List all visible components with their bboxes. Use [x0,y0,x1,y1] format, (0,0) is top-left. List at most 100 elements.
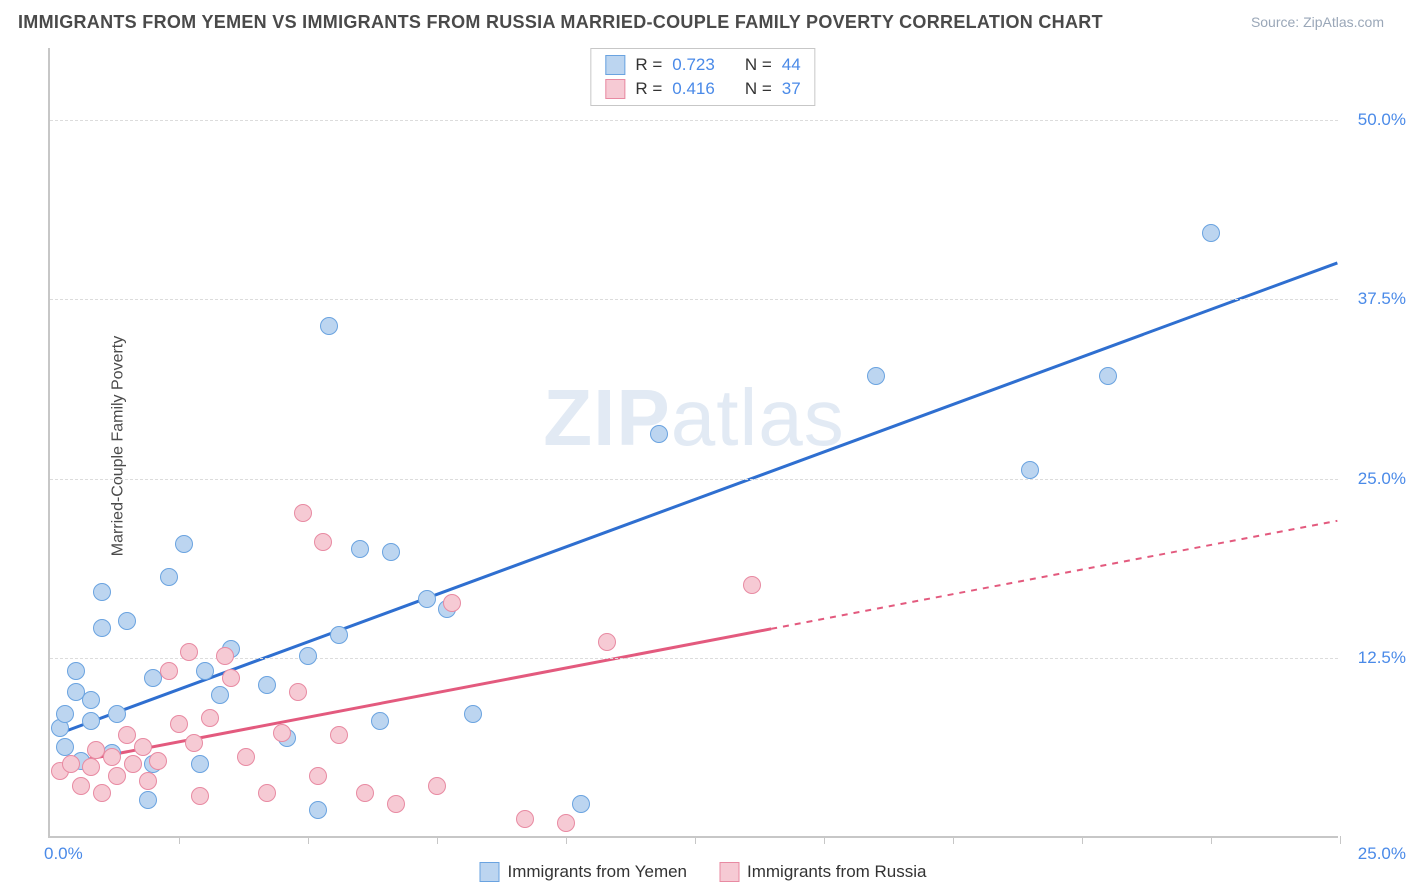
data-point-russia [289,683,307,701]
trend-lines-layer [50,48,1338,836]
legend-item-yemen: Immigrants from Yemen [480,862,688,882]
legend-label-russia: Immigrants from Russia [747,862,926,882]
data-point-yemen [382,543,400,561]
x-max-label: 25.0% [1358,844,1406,864]
r-label: R = [635,79,662,99]
data-point-yemen [139,791,157,809]
data-point-yemen [299,647,317,665]
data-point-yemen [572,795,590,813]
series-legend: Immigrants from Yemen Immigrants from Ru… [480,862,927,882]
data-point-russia [72,777,90,795]
data-point-russia [201,709,219,727]
x-origin-label: 0.0% [44,844,83,864]
legend-swatch-yemen [480,862,500,882]
gridline [50,299,1338,300]
data-point-yemen [93,583,111,601]
n-value-russia: 37 [782,79,801,99]
legend-swatch-yemen [605,55,625,75]
legend-row-yemen: R = 0.723 N = 44 [605,53,800,77]
legend-label-yemen: Immigrants from Yemen [508,862,688,882]
data-point-russia [170,715,188,733]
data-point-yemen [108,705,126,723]
data-point-russia [124,755,142,773]
data-point-russia [139,772,157,790]
data-point-russia [258,784,276,802]
gridline [50,658,1338,659]
data-point-russia [428,777,446,795]
data-point-yemen [56,738,74,756]
data-point-russia [108,767,126,785]
source-label: Source: ZipAtlas.com [1251,14,1384,30]
chart-title: IMMIGRANTS FROM YEMEN VS IMMIGRANTS FROM… [18,12,1103,33]
y-tick-label: 25.0% [1358,469,1406,489]
r-label: R = [635,55,662,75]
data-point-russia [191,787,209,805]
data-point-russia [93,784,111,802]
trend-line-yemen [61,263,1337,733]
data-point-russia [598,633,616,651]
data-point-yemen [82,691,100,709]
data-point-yemen [418,590,436,608]
data-point-yemen [56,705,74,723]
x-tick [1340,836,1341,844]
legend-swatch-russia [605,79,625,99]
data-point-russia [516,810,534,828]
x-tick [953,836,954,844]
data-point-yemen [175,535,193,553]
data-point-yemen [160,568,178,586]
data-point-yemen [93,619,111,637]
y-tick-label: 12.5% [1358,648,1406,668]
data-point-russia [387,795,405,813]
data-point-russia [356,784,374,802]
data-point-russia [149,752,167,770]
legend-item-russia: Immigrants from Russia [719,862,926,882]
r-value-yemen: 0.723 [672,55,715,75]
x-tick [566,836,567,844]
data-point-russia [180,643,198,661]
data-point-russia [330,726,348,744]
gridline [50,120,1338,121]
x-tick [1211,836,1212,844]
data-point-russia [185,734,203,752]
data-point-yemen [191,755,209,773]
r-value-russia: 0.416 [672,79,715,99]
scatter-plot: ZIPatlas 12.5%25.0%37.5%50.0%0.0%25.0% [48,48,1338,838]
data-point-russia [294,504,312,522]
y-tick-label: 37.5% [1358,289,1406,309]
data-point-yemen [1202,224,1220,242]
data-point-russia [82,758,100,776]
data-point-yemen [196,662,214,680]
data-point-yemen [1021,461,1039,479]
data-point-russia [273,724,291,742]
x-tick [437,836,438,844]
data-point-russia [62,755,80,773]
correlation-legend: R = 0.723 N = 44 R = 0.416 N = 37 [590,48,815,106]
data-point-russia [743,576,761,594]
n-value-yemen: 44 [782,55,801,75]
n-label: N = [745,55,772,75]
data-point-yemen [320,317,338,335]
data-point-yemen [330,626,348,644]
legend-row-russia: R = 0.416 N = 37 [605,77,800,101]
data-point-yemen [650,425,668,443]
x-tick [179,836,180,844]
data-point-russia [443,594,461,612]
data-point-yemen [309,801,327,819]
data-point-russia [309,767,327,785]
data-point-yemen [1099,367,1117,385]
data-point-yemen [118,612,136,630]
y-tick-label: 50.0% [1358,110,1406,130]
x-tick [695,836,696,844]
data-point-yemen [351,540,369,558]
data-point-yemen [464,705,482,723]
data-point-russia [118,726,136,744]
trend-line-dashed-russia [771,521,1337,629]
data-point-russia [237,748,255,766]
x-tick [824,836,825,844]
data-point-russia [557,814,575,832]
data-point-yemen [258,676,276,694]
data-point-russia [222,669,240,687]
x-tick [1082,836,1083,844]
gridline [50,479,1338,480]
data-point-yemen [211,686,229,704]
